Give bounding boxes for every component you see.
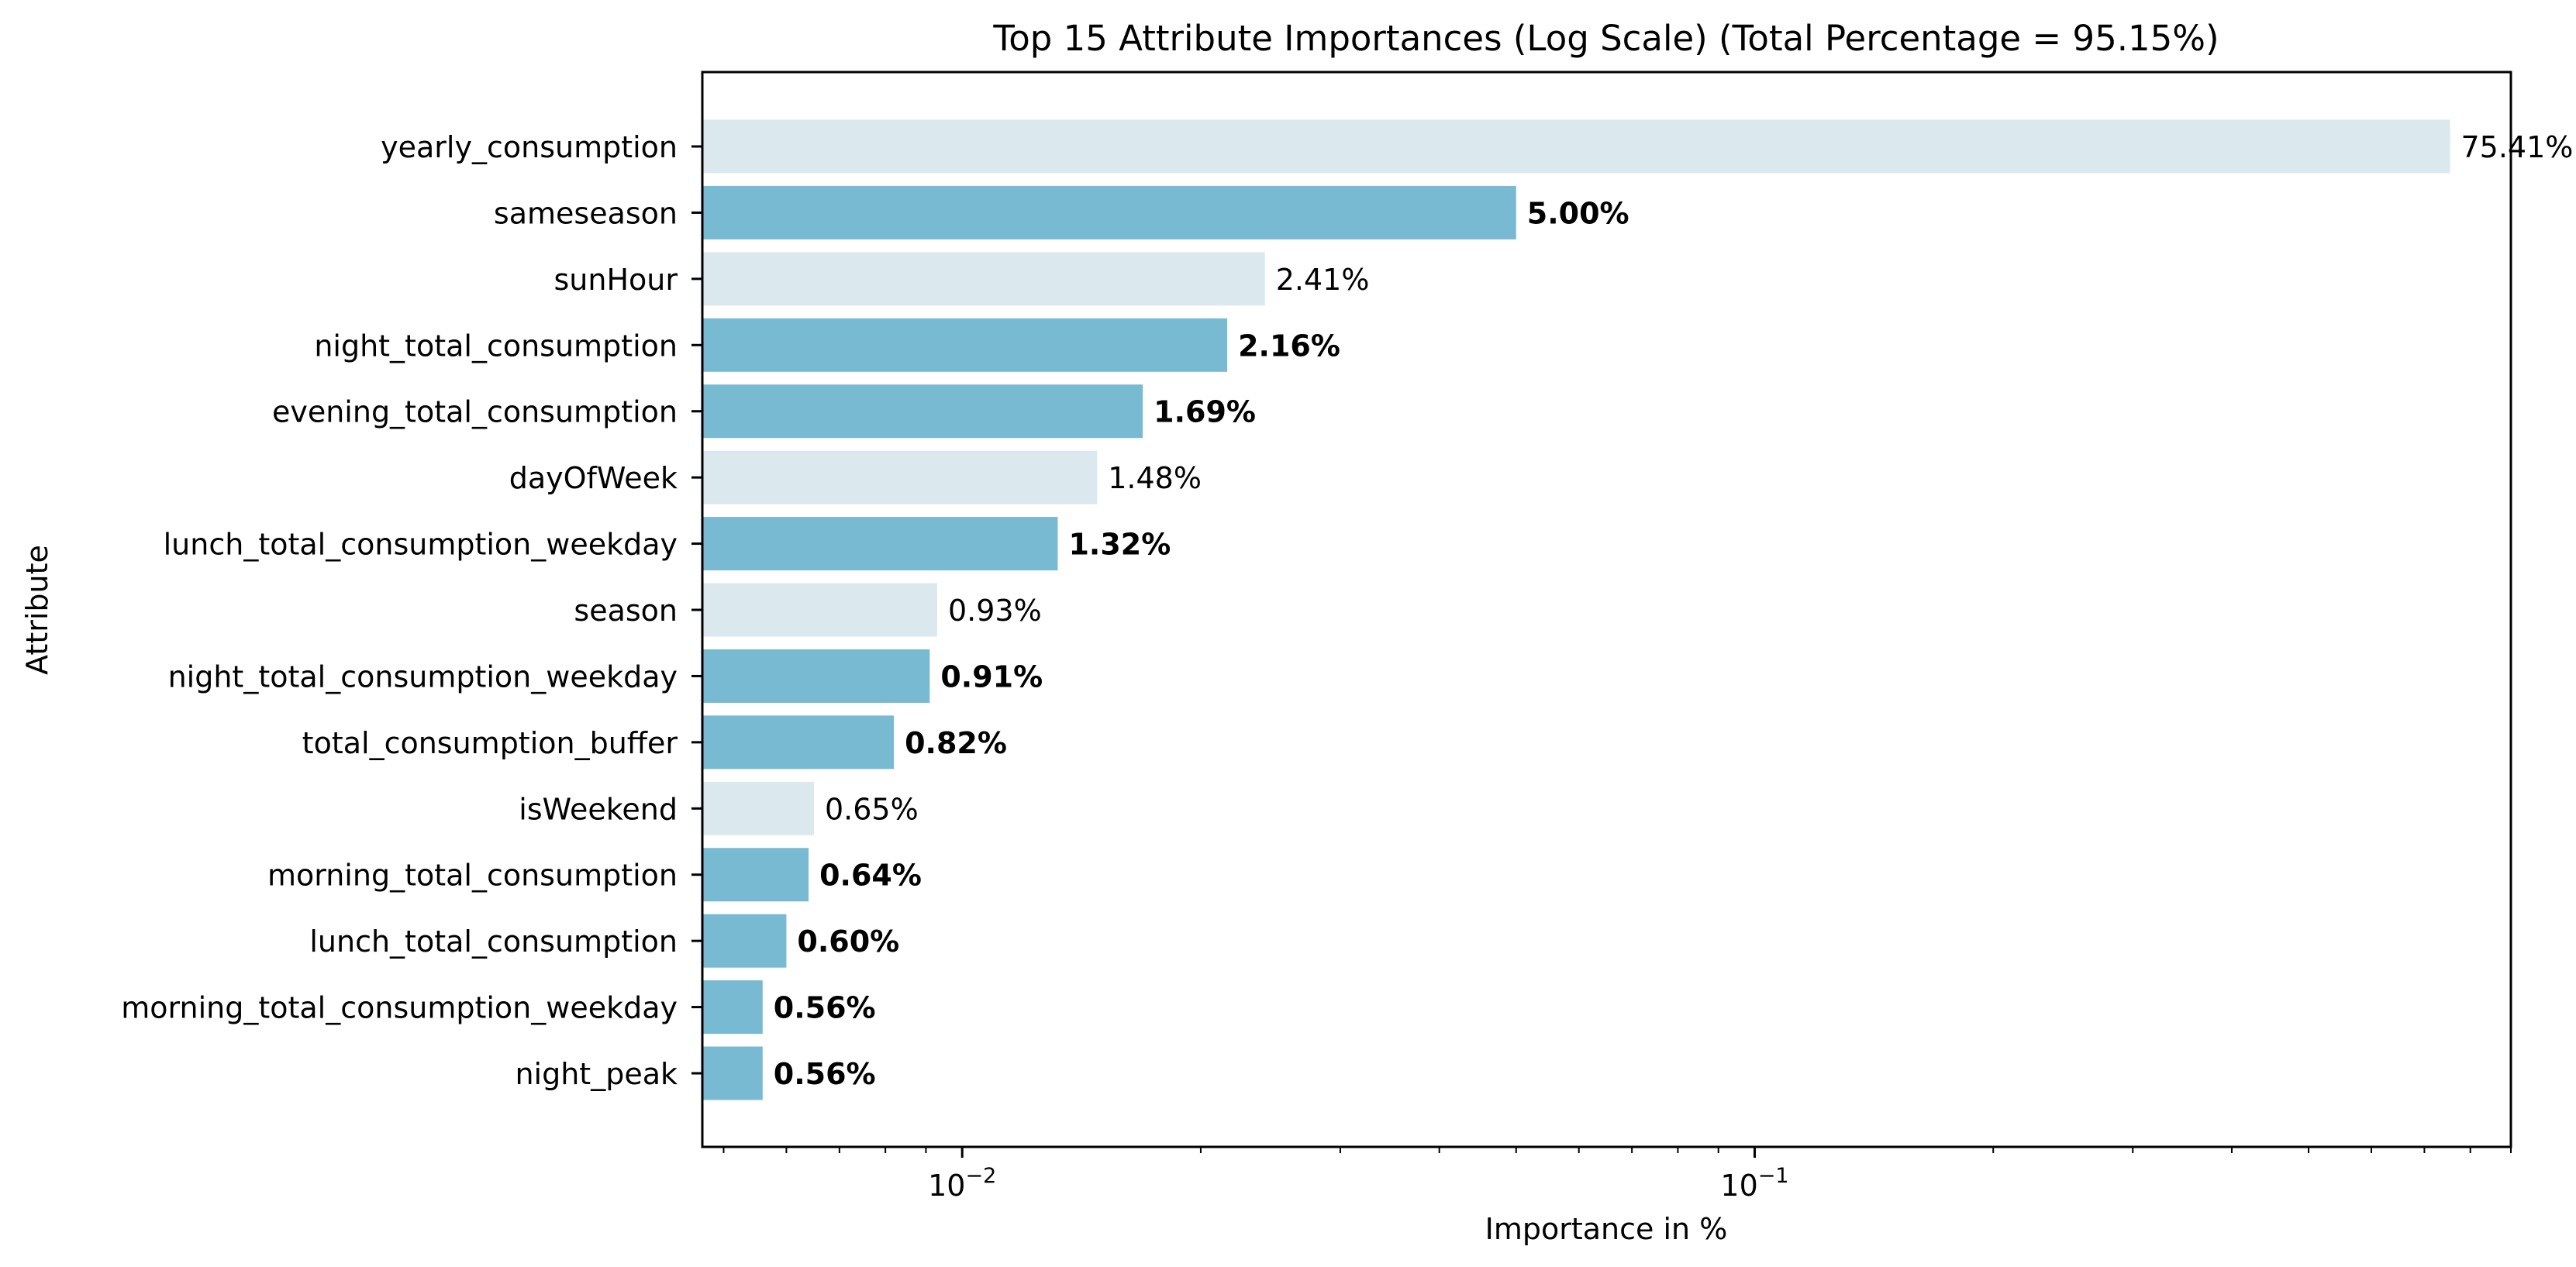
bar [702,715,895,769]
bar-value-label: 0.65% [825,792,919,826]
y-tick-label: night_total_consumption [314,329,678,363]
bar [702,119,2450,174]
y-tick-label: morning_total_consumption [267,859,678,893]
chart-title: Top 15 Attribute Importances (Log Scale)… [992,18,2219,59]
bar [702,848,809,902]
bars-layer [702,119,2450,1100]
bar [702,980,763,1035]
y-tick-label: lunch_total_consumption [309,924,678,959]
x-axis: 10−2 10−1 [722,1147,2512,1203]
bar [702,517,1058,571]
y-tick-label: night_peak [515,1057,678,1091]
bar-value-label: 2.41% [1276,263,1370,297]
bar [702,450,1098,504]
x-axis-label: Importance in % [1485,1212,1728,1246]
x-tick-label: 10−1 [1720,1164,1788,1203]
bar-value-label: 0.56% [774,991,876,1025]
y-axis-label: Attribute [20,545,54,675]
y-tick-label: total_consumption_buffer [302,726,678,760]
bar-value-label: 0.64% [819,859,922,893]
y-tick-label: night_total_consumption_weekday [168,659,678,694]
bar-value-label: 75.41% [2460,130,2573,164]
y-tick-label: morning_total_consumption_weekday [121,991,678,1025]
bar [702,185,1516,239]
bar-value-label: 1.48% [1108,461,1202,495]
bar-value-label: 0.93% [948,594,1042,628]
bar-value-label: 0.56% [774,1057,876,1091]
bar-value-label: 1.69% [1154,395,1256,429]
bar-value-label: 5.00% [1527,196,1629,230]
bar [702,649,930,703]
y-tick-label: lunch_total_consumption_weekday [164,528,678,562]
y-tick-label: evening_total_consumption [272,395,678,429]
bar [702,252,1265,306]
bar-value-label: 1.32% [1068,528,1171,562]
bar-value-label: 0.91% [940,659,1043,694]
y-tick-label: season [574,594,678,628]
bar [702,914,787,968]
x-tick-label: 10−2 [928,1164,996,1203]
bar-value-label: 0.60% [797,924,899,959]
y-tick-label: isWeekend [519,792,678,826]
y-tick-label: sunHour [554,263,678,297]
bar [702,583,937,637]
bar [702,781,814,835]
plot-frame [701,71,2512,1148]
bar [702,384,1143,439]
bar [702,318,1228,372]
y-tick-label: yearly_consumption [381,130,678,164]
y-tick-label: dayOfWeek [509,461,678,495]
y-tick-label: sameseason [494,196,678,230]
bar-value-label: 2.16% [1238,329,1340,363]
bar [702,1046,763,1100]
bar-value-label: 0.82% [905,726,1007,760]
y-axis: yearly_consumption sameseason sunHour night… [121,130,702,1091]
value-labels-layer: 75.41% 5.00% 2.41% 2.16% 1.69% 1.48% 1.32% 0.93… [774,130,2574,1091]
